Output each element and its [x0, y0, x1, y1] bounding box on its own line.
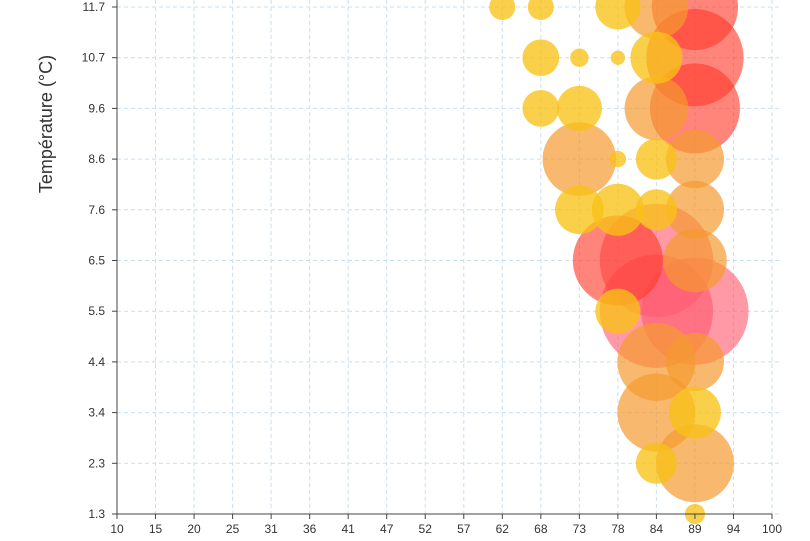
bubble [624, 0, 689, 39]
y-tick-label: 7.6 [88, 203, 105, 217]
x-tick-label: 57 [457, 522, 471, 536]
y-tick-label: 4.4 [88, 355, 105, 369]
bubble [668, 386, 721, 439]
x-tick-label: 68 [534, 522, 548, 536]
y-tick-label: 8.6 [88, 152, 105, 166]
bubble [572, 215, 663, 306]
bubble [570, 48, 589, 67]
bubble [635, 138, 677, 180]
x-tick-label: 100 [762, 522, 782, 536]
bubble [609, 150, 627, 168]
x-tick-label: 73 [573, 522, 587, 536]
y-tick-label: 5.5 [88, 304, 105, 318]
bubble [522, 90, 560, 127]
bubble [663, 228, 727, 293]
bubble [655, 424, 734, 503]
bubbles [489, 0, 749, 525]
bubble [595, 288, 641, 334]
x-tick-label: 94 [727, 522, 741, 536]
bubble [610, 50, 626, 65]
x-tick-label: 10 [110, 522, 124, 536]
bubble [665, 180, 725, 239]
x-tick-label: 78 [611, 522, 625, 536]
y-tick-label: 11.7 [83, 0, 106, 14]
bubble [595, 0, 641, 30]
x-tick-label: 47 [380, 522, 394, 536]
y-axis-title: Température (°C) [36, 55, 56, 193]
bubble [542, 122, 617, 196]
bubble [591, 183, 644, 236]
bubble [489, 0, 516, 20]
x-tick-label: 84 [650, 522, 664, 536]
x-tick-label: 15 [149, 522, 163, 536]
x-tick-label: 89 [688, 522, 702, 536]
x-tick-label: 25 [226, 522, 240, 536]
x-tick-label: 52 [419, 522, 433, 536]
bubble [635, 189, 677, 231]
bubble [630, 31, 683, 84]
y-tick-label: 9.6 [88, 101, 105, 115]
bubble [665, 332, 725, 391]
y-tick-label: 10.7 [82, 51, 106, 65]
y-tick-labels: 1.3 2.3 3.4 4.4 5.5 6.5 7.6 8.6 9.6 10.7 11.7 [82, 0, 117, 521]
axes [116, 0, 772, 515]
x-tick-labels: 10 15 20 25 31 36 41 47 52 57 62 68 73 78 84 89 94 100 [110, 514, 782, 536]
y-tick-label: 6.5 [88, 254, 105, 268]
bubble [555, 185, 604, 235]
x-tick-label: 36 [303, 522, 317, 536]
y-tick-label: 1.3 [88, 507, 105, 521]
x-tick-label: 62 [496, 522, 510, 536]
bubble [556, 85, 602, 131]
x-tick-label: 20 [187, 522, 201, 536]
bubble [527, 0, 554, 20]
y-tick-label: 2.3 [88, 456, 105, 470]
bubble [635, 442, 677, 484]
bubble [665, 130, 725, 189]
x-tick-label: 41 [341, 522, 355, 536]
bubble [522, 39, 560, 77]
bubble [624, 76, 689, 141]
x-tick-label: 31 [264, 522, 278, 536]
y-tick-label: 3.4 [88, 406, 105, 420]
